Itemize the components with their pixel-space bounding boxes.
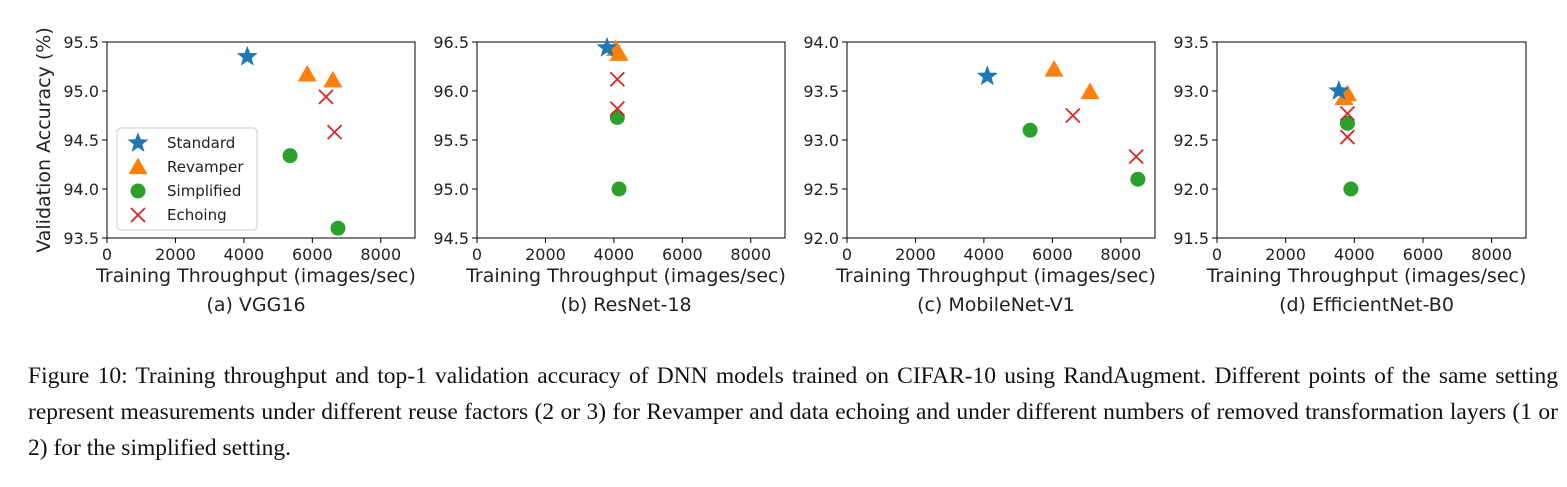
y-tick-label: 92.5 [803, 180, 839, 199]
x-tick-label: 4000 [964, 245, 1005, 264]
y-tick-label: 94.0 [803, 33, 839, 52]
legend: Standard Revamper Simplified Echoing [117, 128, 257, 230]
x-tick-label: 6000 [1032, 245, 1073, 264]
data-point-echoing [610, 72, 624, 86]
y-tick-label: 93.0 [803, 131, 839, 150]
chart-panel-2: 0 2000 4000 6000 8000 94.5 95.0 95.5 96.0 96.5 Tra… [433, 33, 786, 316]
x-tick-label: 0 [472, 245, 482, 264]
x-tick-label: 4000 [594, 245, 635, 264]
y-tick-label: 92.5 [1173, 131, 1209, 150]
x-tick-label: 2000 [155, 245, 196, 264]
data-point-revamper [298, 65, 317, 82]
y-tick-label: 95.0 [433, 180, 469, 199]
y-tick-label: 93.0 [1173, 82, 1209, 101]
data-point-simplified [1023, 123, 1038, 138]
x-tick-label: 0 [842, 245, 852, 264]
data-point-simplified [612, 182, 627, 197]
x-tick-label: 4000 [224, 245, 265, 264]
chart-panel-3: 0 2000 4000 6000 8000 92.0 92.5 93.0 93.5 94.0 Tra… [803, 33, 1156, 316]
data-point-revamper [1080, 82, 1099, 99]
y-tick-label: 92.0 [803, 229, 839, 248]
subplot-caption: (a) VGG16 [206, 294, 305, 316]
x-tick-label: 0 [1212, 245, 1222, 264]
y-tick-label: 91.5 [1173, 229, 1209, 248]
data-point-revamper [1045, 60, 1064, 77]
chart-panel-1: 0 2000 4000 6000 8000 93.5 94.0 94.5 95.0 95.5 Tra… [33, 27, 416, 316]
x-tick-label: 6000 [1403, 245, 1444, 264]
y-tick-label: 96.5 [433, 33, 469, 52]
legend-marker-simplified [131, 184, 146, 199]
figure-caption: Figure 10: Training throughput and top-1… [28, 358, 1558, 466]
x-tick-label: 8000 [360, 245, 401, 264]
plot-frame [1217, 42, 1526, 238]
subplot-caption: (b) ResNet-18 [560, 294, 691, 316]
x-tick-label: 6000 [292, 245, 333, 264]
y-tick-label: 94.5 [433, 229, 469, 248]
x-axis-label: Training Throughput (images/sec) [835, 265, 1156, 287]
y-tick-label: 92.0 [1173, 180, 1209, 199]
subplot-caption: (c) MobileNet-V1 [917, 294, 1075, 316]
y-tick-label: 93.5 [803, 82, 839, 101]
y-tick-label: 94.5 [63, 131, 99, 150]
data-point-echoing [1340, 130, 1354, 144]
data-point-simplified [1130, 172, 1145, 187]
legend-label-revamper: Revamper [167, 158, 244, 176]
data-point-echoing [328, 125, 342, 139]
legend-label-simplified: Simplified [167, 182, 241, 200]
plot-frame [477, 42, 785, 238]
data-point-standard [237, 46, 258, 66]
x-tick-label: 0 [102, 245, 112, 264]
y-tick-label: 95.5 [63, 33, 99, 52]
data-point-echoing [1129, 150, 1143, 164]
data-point-simplified [610, 110, 625, 125]
x-axis-label: Training Throughput (images/sec) [95, 265, 416, 287]
y-axis-label: Validation Accuracy (%) [33, 27, 55, 253]
x-tick-label: 6000 [662, 245, 703, 264]
y-tick-label: 93.5 [63, 229, 99, 248]
x-tick-label: 2000 [525, 245, 566, 264]
x-axis-label: Training Throughput (images/sec) [1206, 265, 1527, 287]
y-tick-label: 95.5 [433, 131, 469, 150]
legend-label-standard: Standard [167, 134, 235, 152]
subplot-caption: (d) EfficientNet-B0 [1279, 294, 1454, 316]
x-tick-label: 8000 [730, 245, 771, 264]
legend-label-echoing: Echoing [167, 206, 227, 224]
y-tick-label: 94.0 [63, 180, 99, 199]
figure-charts: 0 2000 4000 6000 8000 93.5 94.0 94.5 95.0 95.5 Tra… [0, 0, 1567, 340]
data-point-echoing [319, 90, 333, 104]
data-point-echoing [1066, 109, 1080, 123]
data-point-simplified [283, 148, 298, 163]
y-tick-label: 95.0 [63, 82, 99, 101]
x-tick-label: 2000 [1265, 245, 1306, 264]
x-tick-label: 8000 [1100, 245, 1141, 264]
data-point-simplified [331, 221, 346, 236]
x-axis-label: Training Throughput (images/sec) [465, 265, 786, 287]
x-tick-label: 4000 [1334, 245, 1375, 264]
plot-frame [847, 42, 1155, 238]
chart-panel-4: 0 2000 4000 6000 8000 91.5 92.0 92.5 93.0 93.5 Tra… [1173, 33, 1526, 316]
data-point-revamper [323, 71, 342, 88]
y-tick-label: 93.5 [1173, 33, 1209, 52]
data-point-simplified [1343, 182, 1358, 197]
data-point-standard [977, 65, 998, 85]
x-tick-label: 8000 [1471, 245, 1512, 264]
x-tick-label: 2000 [895, 245, 936, 264]
y-tick-label: 96.0 [433, 82, 469, 101]
